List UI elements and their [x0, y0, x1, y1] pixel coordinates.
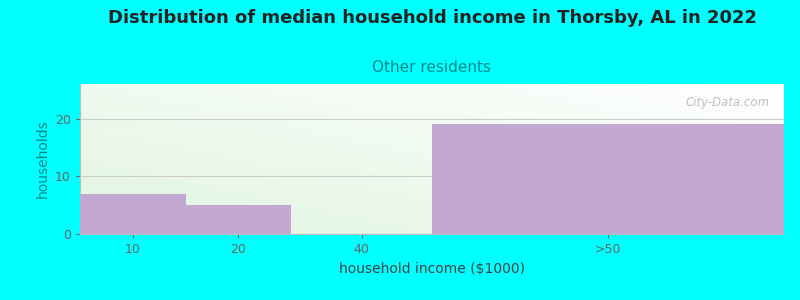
Bar — [432, 124, 784, 234]
Y-axis label: households: households — [35, 120, 50, 198]
Text: Distribution of median household income in Thorsby, AL in 2022: Distribution of median household income … — [107, 9, 757, 27]
X-axis label: household income ($1000): household income ($1000) — [339, 262, 525, 276]
Text: City-Data.com: City-Data.com — [686, 96, 770, 109]
Text: Other residents: Other residents — [373, 60, 491, 75]
Bar — [80, 194, 186, 234]
Bar — [186, 205, 291, 234]
